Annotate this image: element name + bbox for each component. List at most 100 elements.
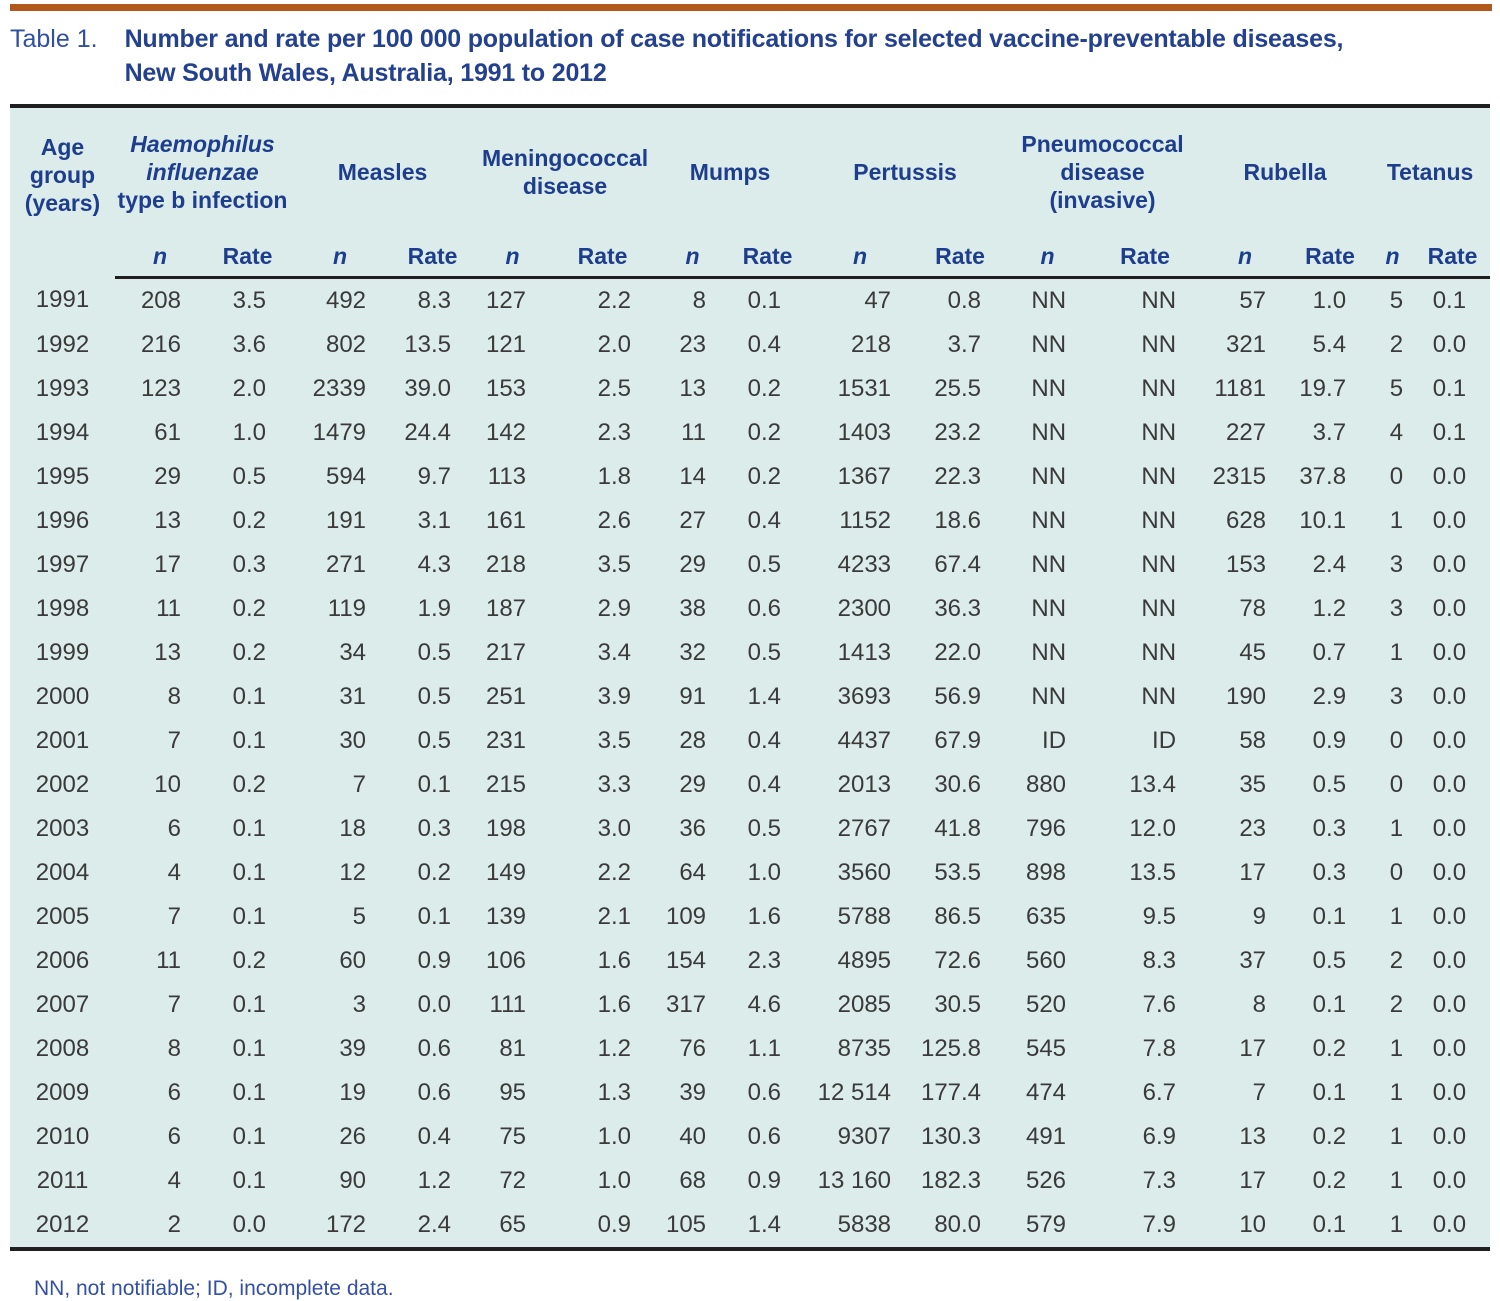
data-cell: 2.4 <box>417 1211 452 1238</box>
subheader-rate: Rate <box>205 236 291 279</box>
col-header-age-group: Age group (years) <box>24 133 101 216</box>
data-cell: 0.1 <box>232 683 267 710</box>
data-cell: 2.2 <box>597 859 632 886</box>
data-cell: 208 <box>140 287 181 314</box>
data-cell: 190 <box>1225 683 1267 710</box>
data-cell: 0 <box>1389 463 1404 490</box>
table-row: 2011 4 0.1 90 1.2 72 1.0 68 0.9 13 160 182.3 526 7.3… <box>10 1159 1490 1203</box>
data-cell: 492 <box>325 287 367 314</box>
data-cell: 2.4 <box>1312 551 1347 578</box>
subheader-rate: Rate <box>1090 236 1201 279</box>
data-cell: 1 <box>1389 639 1404 666</box>
data-cell: 1.0 <box>232 419 267 446</box>
data-cell: NN <box>1141 639 1177 666</box>
data-cell: 898 <box>1025 859 1067 886</box>
data-cell: 2767 <box>837 815 892 842</box>
year-cell: 1997 <box>35 551 90 578</box>
data-cell: 0.1 <box>232 1123 267 1150</box>
data-cell: 2300 <box>837 595 892 622</box>
data-cell: 0.2 <box>232 771 267 798</box>
data-cell: ID <box>1042 727 1067 754</box>
table-row: 2003 6 0.1 18 0.3 198 3.0 36 0.5 2767 41.8 796 12.0 2… <box>10 807 1490 851</box>
data-cell: 2.6 <box>597 507 632 534</box>
data-cell: 1.3 <box>597 1079 632 1106</box>
data-cell: 9.7 <box>417 463 452 490</box>
data-cell: 11 <box>681 419 707 446</box>
year-cell: 2011 <box>36 1167 89 1194</box>
data-cell: 3.9 <box>597 683 632 710</box>
data-cell: 76 <box>679 1035 707 1062</box>
data-cell: 154 <box>665 947 707 974</box>
data-cell: 60 <box>339 947 367 974</box>
data-cell: 0.1 <box>232 859 267 886</box>
data-cell: 7 <box>1252 1079 1267 1106</box>
data-cell: 0.1 <box>232 1167 267 1194</box>
data-cell: 12 514 <box>817 1079 892 1106</box>
data-cell: 3560 <box>837 859 892 886</box>
data-cell: 1531 <box>837 375 892 402</box>
data-cell: 1.0 <box>597 1123 632 1150</box>
data-cell: 1413 <box>837 639 892 666</box>
data-cell: 3.5 <box>597 727 632 754</box>
header-sub-row: n Rate n Rate n Rate n Rate n Rate n Rate n Rate n Rate <box>10 236 1491 279</box>
data-cell: 218 <box>485 551 527 578</box>
data-cell: 12 <box>339 859 367 886</box>
data-cell: 0.2 <box>417 859 452 886</box>
data-cell: 153 <box>485 375 527 402</box>
data-cell: 0.8 <box>947 287 982 314</box>
data-cell: 6 <box>167 1079 181 1106</box>
data-cell: 13 <box>679 375 707 402</box>
data-cell: 2.2 <box>597 287 632 314</box>
subheader-rate: Rate <box>550 236 656 279</box>
data-cell: 0.0 <box>1432 595 1467 622</box>
data-cell: 0.1 <box>417 771 452 798</box>
data-cell: 5 <box>352 903 367 930</box>
table-row: 1994 61 1.0 1479 24.4 142 2.3 11 0.2 1403 23.2 NN NN… <box>10 411 1490 455</box>
data-cell: 1.0 <box>747 859 782 886</box>
table-row: 1993 123 2.0 2339 39.0 153 2.5 13 0.2 1531 25.5 NN N… <box>10 367 1490 411</box>
data-cell: 8 <box>1252 991 1267 1018</box>
data-cell: 64 <box>679 859 707 886</box>
data-cell: 0.1 <box>232 815 267 842</box>
data-cell: 191 <box>325 507 367 534</box>
data-cell: 0.1 <box>1312 1211 1347 1238</box>
data-cell: 57 <box>1239 287 1267 314</box>
data-cell: 75 <box>499 1123 527 1150</box>
data-cell: 3 <box>352 991 367 1018</box>
data-cell: NN <box>1031 287 1067 314</box>
data-cell: 0.6 <box>747 1123 782 1150</box>
data-cell: 0.4 <box>747 727 782 754</box>
data-cell: 0.9 <box>417 947 452 974</box>
data-cell: 10 <box>1239 1211 1267 1238</box>
col-header-tetanus: Tetanus <box>1386 158 1474 185</box>
data-cell: 91 <box>679 683 707 710</box>
data-cell: 80.0 <box>934 1211 982 1238</box>
data-cell: 95 <box>499 1079 527 1106</box>
data-cell: 34 <box>339 639 367 666</box>
data-cell: 1.8 <box>597 463 632 490</box>
data-cell: 0.0 <box>1432 903 1467 930</box>
data-cell: 251 <box>485 683 527 710</box>
data-cell: 8.3 <box>1142 947 1177 974</box>
data-cell: 127 <box>485 287 527 314</box>
data-cell: 7 <box>167 991 181 1018</box>
data-cell: 29 <box>154 463 181 490</box>
data-cell: 0.0 <box>1432 1211 1467 1238</box>
data-cell: 105 <box>665 1211 707 1238</box>
data-cell: NN <box>1031 331 1067 358</box>
data-cell: 4 <box>167 859 181 886</box>
data-cell: 0.0 <box>232 1211 267 1238</box>
data-cell: 7.3 <box>1142 1167 1177 1194</box>
data-cell: 0.4 <box>747 771 782 798</box>
data-cell: NN <box>1141 331 1177 358</box>
data-cell: 26 <box>339 1123 367 1150</box>
year-cell: 2001 <box>35 727 90 754</box>
data-cell: 153 <box>1225 551 1267 578</box>
subheader-n: n <box>655 236 731 279</box>
data-cell: 1152 <box>839 507 892 534</box>
data-cell: 2.3 <box>597 419 632 446</box>
data-cell: 0.0 <box>1432 507 1467 534</box>
data-cell: 47 <box>864 287 892 314</box>
data-cell: 1.9 <box>417 595 452 622</box>
data-cell: 13 <box>1239 1123 1267 1150</box>
